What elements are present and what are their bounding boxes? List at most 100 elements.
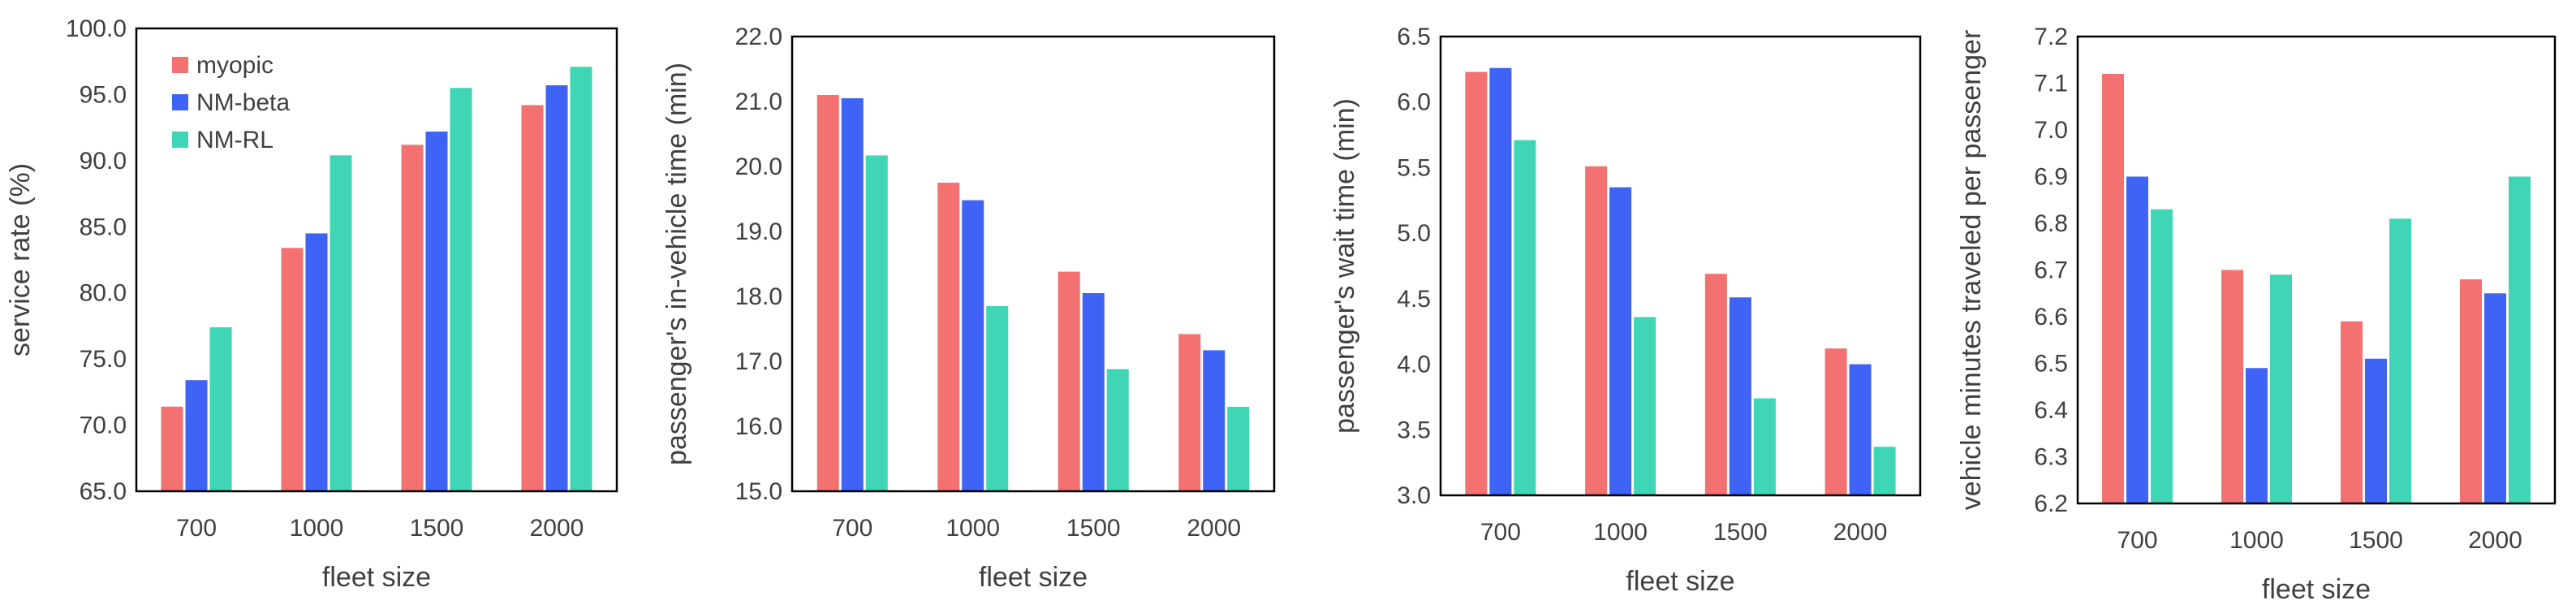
bar-nm-beta-1000 bbox=[2246, 368, 2268, 503]
bar-nm-rl-700 bbox=[209, 327, 232, 491]
bar-nm-beta-2000 bbox=[2484, 293, 2506, 503]
x-tick-label: 2000 bbox=[1833, 519, 1888, 546]
y-tick-label: 75.0 bbox=[80, 346, 127, 373]
y-tick-label: 3.0 bbox=[1397, 482, 1431, 509]
bar-nm-beta-2000 bbox=[1849, 364, 1872, 495]
y-tick-label: 4.5 bbox=[1397, 286, 1431, 313]
x-tick-label: 1000 bbox=[946, 515, 1000, 542]
plot-frame bbox=[790, 35, 1276, 493]
x-axis-title: fleet size bbox=[1626, 566, 1734, 597]
legend-swatch-myopic bbox=[172, 57, 188, 73]
y-tick-label: 7.0 bbox=[2034, 117, 2068, 144]
chart-panel-3: 3.0 3.5 4.0 4.5 5.0 5.5 6.0 6.5 700 1000 1500 2000 f… bbox=[1329, 24, 1922, 597]
y-tick-label: 80.0 bbox=[80, 280, 127, 307]
plot-frame bbox=[135, 27, 618, 493]
bar-myopic-1500 bbox=[1058, 271, 1080, 491]
plot-frame bbox=[1439, 35, 1922, 497]
bar-nm-rl-1000 bbox=[986, 306, 1009, 491]
bar-nm-beta-1500 bbox=[1082, 293, 1105, 491]
y-tick-label: 7.1 bbox=[2034, 71, 2068, 97]
x-axis-title: fleet size bbox=[2262, 574, 2371, 605]
x-tick-label: 1000 bbox=[290, 515, 344, 542]
bar-nm-beta-1500 bbox=[2365, 358, 2387, 503]
x-tick-label: 700 bbox=[2117, 527, 2157, 554]
chart-panel-4: 6.2 6.3 6.4 6.5 6.6 6.7 6.8 6.9 7.0 7.1 7.2 700 1000… bbox=[1956, 24, 2557, 605]
x-tick-label: 1500 bbox=[2349, 527, 2403, 554]
y-tick-label: 6.2 bbox=[2034, 490, 2068, 517]
bar-nm-rl-1500 bbox=[1106, 369, 1129, 491]
y-tick-label: 90.0 bbox=[80, 148, 127, 175]
x-tick-label: 700 bbox=[176, 515, 217, 542]
plot-frame bbox=[2076, 35, 2557, 505]
bar-myopic-1500 bbox=[2341, 321, 2363, 503]
bar-myopic-1000 bbox=[1585, 166, 1608, 496]
y-tick-label: 22.0 bbox=[735, 24, 782, 50]
bar-nm-rl-1000 bbox=[2270, 274, 2292, 503]
y-tick-label: 17.0 bbox=[735, 348, 782, 375]
y-tick-label: 21.0 bbox=[735, 89, 782, 115]
x-tick-label: 700 bbox=[1480, 519, 1521, 546]
x-axis-title: fleet size bbox=[979, 562, 1088, 593]
bar-nm-rl-1500 bbox=[450, 88, 472, 492]
bar-nm-rl-2000 bbox=[1227, 407, 1250, 491]
legend-label-nm-beta: NM-beta bbox=[196, 89, 290, 116]
bar-nm-beta-700 bbox=[185, 380, 208, 491]
y-tick-label: 15.0 bbox=[735, 478, 782, 505]
x-tick-label: 1500 bbox=[1713, 519, 1768, 546]
bar-nm-beta-1000 bbox=[1609, 187, 1632, 495]
y-tick-label: 70.0 bbox=[80, 412, 127, 439]
bar-nm-beta-1000 bbox=[962, 200, 984, 491]
bar-myopic-1000 bbox=[2221, 270, 2243, 503]
bar-myopic-700 bbox=[816, 95, 839, 491]
bar-myopic-1500 bbox=[401, 145, 424, 492]
y-tick-label: 85.0 bbox=[80, 214, 127, 240]
y-tick-label: 65.0 bbox=[80, 478, 127, 505]
y-axis-title: service rate (%) bbox=[5, 163, 36, 356]
bar-nm-rl-700 bbox=[865, 155, 888, 491]
legend-swatch-nm-rl bbox=[172, 132, 188, 148]
y-tick-label: 19.0 bbox=[735, 218, 782, 245]
x-tick-label: 1000 bbox=[1593, 519, 1648, 546]
bar-myopic-700 bbox=[1465, 71, 1488, 496]
bar-myopic-700 bbox=[161, 406, 183, 491]
legend-swatch-nm-beta bbox=[172, 94, 188, 110]
y-tick-label: 4.0 bbox=[1397, 352, 1431, 378]
y-axis-title: passenger's wait time (min) bbox=[1329, 98, 1360, 434]
bar-nm-rl-2000 bbox=[570, 67, 592, 491]
y-tick-label: 16.0 bbox=[735, 413, 782, 440]
bar-nm-beta-1500 bbox=[1729, 297, 1751, 495]
y-tick-label: 20.0 bbox=[735, 153, 782, 180]
y-tick-label: 6.5 bbox=[2034, 351, 2068, 378]
y-tick-label: 6.6 bbox=[2034, 304, 2068, 330]
bar-nm-rl-2000 bbox=[1873, 447, 1896, 495]
bar-nm-rl-1000 bbox=[1634, 317, 1656, 495]
bar-myopic-2000 bbox=[1824, 348, 1847, 495]
legend-label-nm-rl: NM-RL bbox=[196, 127, 274, 153]
bar-nm-rl-2000 bbox=[2509, 176, 2531, 503]
x-axis-title: fleet size bbox=[322, 562, 431, 593]
y-tick-label: 6.5 bbox=[1397, 24, 1431, 50]
y-tick-label: 95.0 bbox=[80, 81, 127, 108]
bar-myopic-700 bbox=[2102, 74, 2124, 503]
bar-myopic-1500 bbox=[1704, 274, 1727, 495]
x-tick-label: 2000 bbox=[1187, 515, 1241, 542]
bar-myopic-2000 bbox=[1178, 334, 1201, 491]
bar-nm-rl-1500 bbox=[2389, 218, 2411, 503]
y-tick-label: 5.0 bbox=[1397, 220, 1431, 247]
y-tick-label: 100.0 bbox=[66, 15, 127, 42]
x-tick-label: 1000 bbox=[2229, 527, 2284, 554]
y-tick-label: 6.8 bbox=[2034, 210, 2068, 237]
x-tick-label: 1500 bbox=[410, 515, 464, 542]
y-tick-label: 6.4 bbox=[2034, 397, 2068, 424]
bar-nm-beta-2000 bbox=[545, 85, 568, 492]
bar-nm-beta-1000 bbox=[305, 233, 328, 491]
y-tick-label: 5.5 bbox=[1397, 154, 1431, 181]
y-tick-label: 6.3 bbox=[2034, 444, 2068, 471]
bar-myopic-1000 bbox=[281, 248, 304, 491]
bar-nm-beta-700 bbox=[1489, 67, 1512, 495]
y-tick-label: 6.9 bbox=[2034, 164, 2068, 191]
x-tick-label: 2000 bbox=[2468, 527, 2522, 554]
y-tick-label: 7.2 bbox=[2034, 24, 2068, 50]
x-tick-label: 700 bbox=[832, 515, 872, 542]
